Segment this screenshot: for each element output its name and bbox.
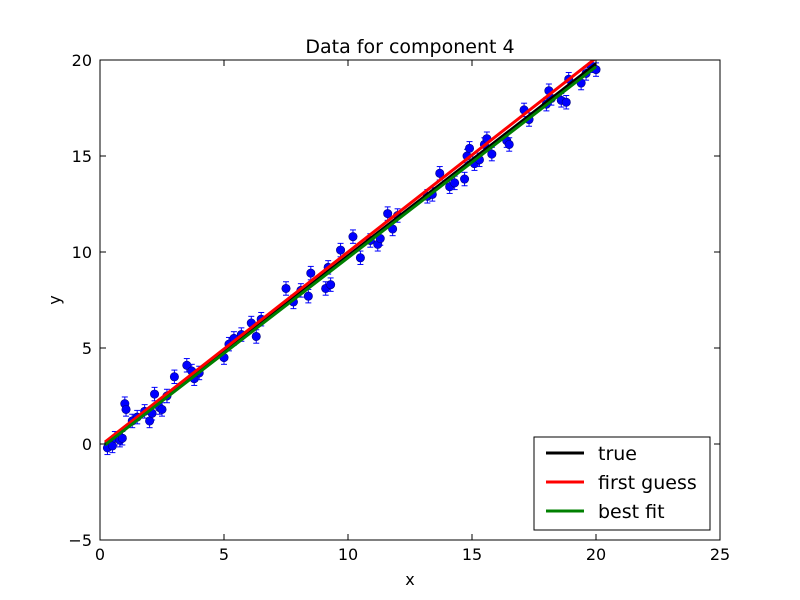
data-point [121,402,131,417]
data-marker [435,168,445,178]
data-marker [303,291,313,301]
data-marker [169,372,179,382]
data-marker [465,143,475,153]
chart-title: Data for component 4 [305,36,514,58]
data-marker [355,253,365,263]
data-point [435,166,445,181]
x-tick-label: 20 [586,545,606,564]
data-marker [182,360,192,370]
data-marker [251,331,261,341]
data-point [504,137,514,152]
y-tick-label: −5 [68,531,92,550]
y-axis-label: y [45,295,64,304]
plot-layer [102,60,601,456]
data-point [561,95,571,110]
data-marker [450,178,460,188]
y-tick-label: 10 [72,243,92,262]
data-marker [150,389,160,399]
data-point [465,141,475,156]
data-marker [383,209,393,219]
legend-label-first-guess: first guess [598,472,697,494]
x-tick-label: 0 [95,545,105,564]
data-point [355,250,365,265]
data-point [383,206,393,221]
data-marker [121,404,131,414]
data-point [169,369,179,385]
data-point [182,358,192,373]
data-marker [487,149,497,159]
data-marker [460,174,470,184]
data-marker [157,404,167,414]
legend: true first guess best fit [533,436,711,531]
y-tick-label: 0 [82,435,92,454]
data-marker [306,268,316,278]
series-line-best-fit [104,65,597,447]
data-marker [326,280,336,290]
legend-label-best-fit: best fit [598,501,665,523]
y-tick-label: 20 [72,51,92,70]
data-marker [281,283,291,293]
data-marker [504,139,514,149]
series-line-first-guess [104,60,596,444]
data-point [348,229,358,244]
legend-label-true: true [598,443,637,465]
plot-content [102,60,601,456]
data-marker [348,232,358,242]
x-tick-label: 25 [710,545,730,564]
data-point [487,146,497,162]
data-marker [117,433,127,443]
y-tick-label: 5 [82,339,92,358]
data-point [306,265,316,281]
data-point [326,277,336,292]
data-marker [336,245,346,255]
x-tick-label: 10 [338,545,358,564]
data-point [281,281,291,296]
plot-frame [99,59,721,541]
x-tick-label: 15 [462,545,482,564]
y-tick-label: 15 [72,147,92,166]
data-point [157,402,167,417]
data-point [460,171,470,187]
x-tick-label: 5 [219,545,229,564]
data-marker [561,97,571,107]
x-axis-label: x [405,570,414,589]
